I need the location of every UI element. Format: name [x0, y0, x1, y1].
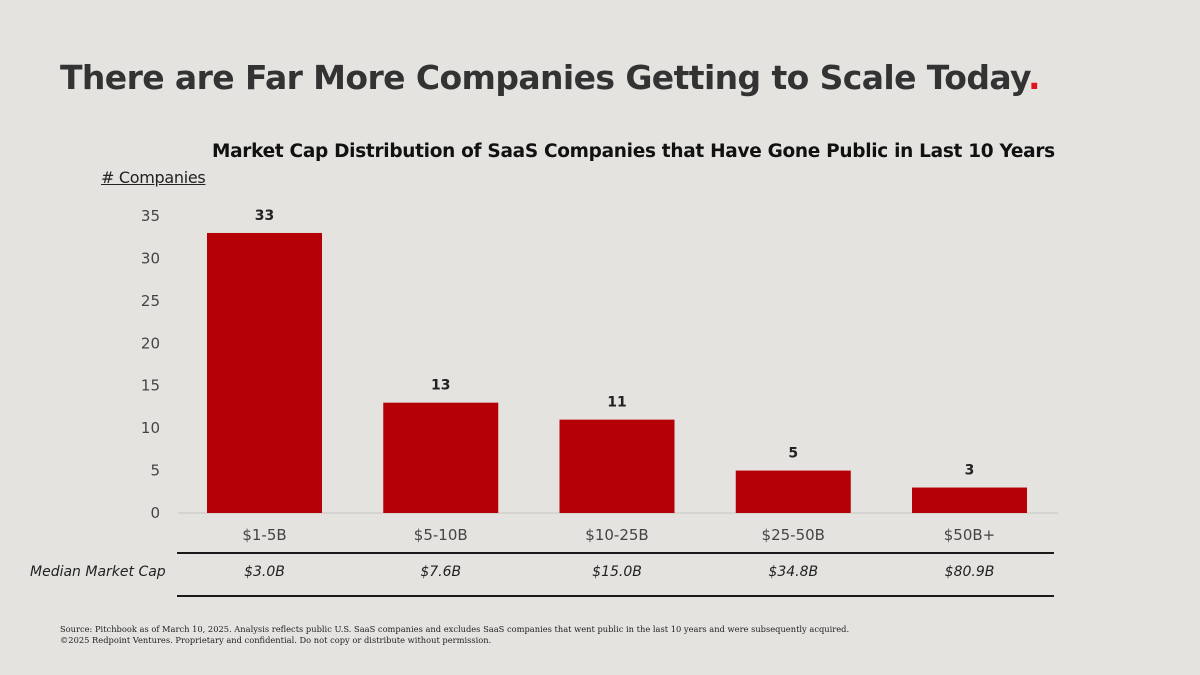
- bar: [735, 470, 851, 513]
- slide-title: There are Far More Companies Getting to …: [60, 58, 1040, 97]
- copyright-note: ©2025 Redpoint Ventures. Proprietary and…: [60, 635, 492, 645]
- bar: [559, 419, 675, 513]
- y-tick-label: 20: [141, 334, 160, 352]
- data-label: 13: [431, 378, 450, 394]
- data-label: 5: [788, 446, 798, 462]
- y-tick-label: 35: [141, 207, 160, 225]
- bar-chart: 0 5 10 15 20 25 30 35 33 13 11 5 3 $1-5B $5-10B $10-2…: [141, 207, 1058, 544]
- footnote: Source: Pitchbook as of March 10, 2025. …: [60, 624, 849, 646]
- data-label: 3: [965, 463, 975, 479]
- y-axis-ticks: 0 5 10 15 20 25 30 35: [141, 207, 160, 522]
- median-value: $15.0B: [592, 564, 642, 580]
- y-tick-label: 5: [150, 462, 160, 480]
- median-row-label: Median Market Cap: [30, 564, 166, 580]
- category-label: $50B+: [944, 526, 996, 544]
- median-value: $7.6B: [420, 564, 462, 580]
- y-tick-label: 15: [141, 377, 160, 395]
- y-tick-label: 25: [141, 292, 160, 310]
- table-bottom-rule: [177, 595, 1054, 597]
- table-top-rule: [177, 552, 1054, 554]
- median-value: $3.0B: [244, 564, 285, 580]
- bar: [912, 487, 1027, 513]
- source-note: Source: Pitchbook as of March 10, 2025. …: [60, 624, 850, 634]
- category-labels: $1-5B $5-10B $10-25B $25-50B $50B+: [242, 526, 995, 544]
- data-label: 11: [607, 395, 626, 411]
- slide-title-text: There are Far More Companies Getting to …: [60, 58, 1029, 97]
- category-label: $5-10B: [414, 526, 468, 544]
- y-tick-label: 0: [150, 504, 160, 522]
- chart-title: Market Cap Distribution of SaaS Companie…: [212, 141, 1055, 162]
- category-label: $25-50B: [762, 526, 825, 544]
- data-labels: 33 13 11 5 3: [255, 208, 975, 479]
- bars: [207, 232, 1027, 513]
- y-tick-label: 10: [141, 419, 160, 437]
- title-accent-dot: .: [1027, 58, 1041, 97]
- category-label: $1-5B: [242, 526, 286, 544]
- category-label: $10-25B: [585, 526, 648, 544]
- data-label: 33: [255, 208, 274, 224]
- y-tick-label: 30: [141, 249, 160, 267]
- median-value: $34.8B: [768, 564, 819, 580]
- median-value: $80.9B: [944, 564, 995, 580]
- y-axis-label: # Companies: [101, 168, 206, 187]
- bar: [383, 402, 499, 513]
- bar: [207, 232, 322, 513]
